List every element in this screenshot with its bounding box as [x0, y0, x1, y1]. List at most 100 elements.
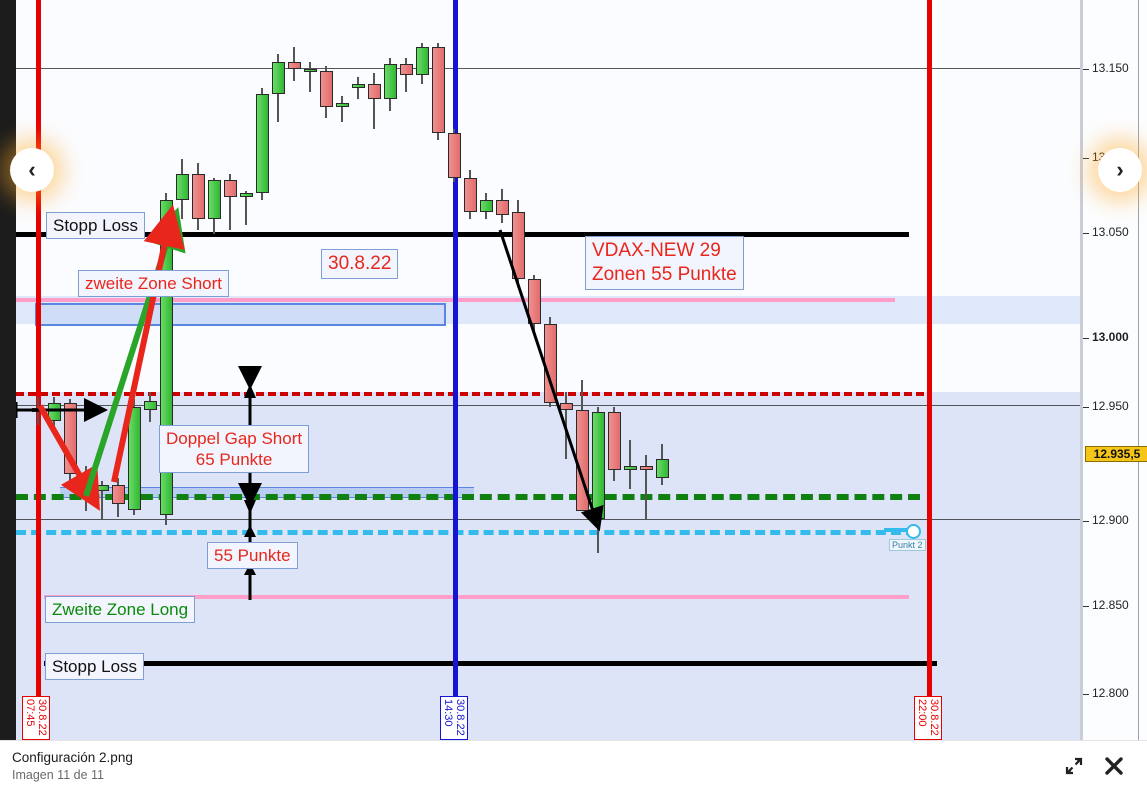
candle — [143, 391, 157, 422]
prev-image-button[interactable]: ‹ — [10, 148, 54, 192]
candle — [335, 95, 349, 122]
candle — [79, 466, 93, 512]
image-counter: Imagen 11 de 11 — [12, 768, 104, 782]
chart-canvas[interactable]: Punkt 2 Stopp Loss zweite Zone Short 30.… — [16, 0, 1080, 740]
candle-wick — [229, 174, 231, 231]
candle — [543, 316, 557, 407]
candle-wick — [245, 191, 247, 225]
candle-body — [431, 46, 445, 133]
candle — [175, 159, 189, 220]
candle-body — [271, 61, 285, 94]
candle-wick — [565, 391, 567, 459]
candle-body — [79, 473, 93, 491]
candle-body — [447, 133, 461, 178]
candle-body — [495, 200, 509, 216]
annotation-55-punkte[interactable]: 55 Punkte — [207, 542, 298, 569]
candle-body — [543, 324, 557, 403]
left-rail — [0, 0, 16, 740]
candle — [239, 191, 253, 225]
annotation-doppel-gap-short[interactable]: Doppel Gap Short 65 Punkte — [159, 425, 310, 473]
candle — [367, 73, 381, 130]
time-tag-end: 30.8.22 22:00 — [914, 696, 942, 740]
candle-body — [175, 174, 189, 201]
candle-body — [399, 63, 413, 75]
candle — [95, 481, 109, 519]
punkt2-handle[interactable] — [906, 524, 921, 539]
candle-body — [607, 412, 621, 471]
candle — [463, 170, 477, 220]
candle — [607, 406, 621, 482]
level-gap-red-dashed[interactable] — [16, 392, 924, 396]
candle — [319, 65, 333, 119]
candle — [623, 440, 637, 489]
candle-body — [191, 174, 205, 220]
candle — [287, 46, 301, 81]
next-image-button[interactable]: › — [1098, 148, 1142, 192]
candle — [383, 58, 397, 111]
candle-body — [479, 200, 493, 212]
price-tick-13000-label: 13.000 — [1092, 330, 1129, 344]
vline-session-mid[interactable] — [453, 0, 458, 740]
annotation-vdax-note[interactable]: VDAX-NEW 29 Zonen 55 Punkte — [585, 236, 744, 290]
level-stopp-loss-upper[interactable] — [16, 232, 909, 237]
candle-body — [255, 93, 269, 193]
candle-body — [303, 69, 317, 73]
gridline-13150 — [16, 68, 1080, 69]
candle-wick — [101, 481, 103, 519]
annotation-stopp-loss-bottom[interactable]: Stopp Loss — [45, 653, 145, 680]
annotation-date-text: 30.8.22 — [328, 253, 392, 274]
candle — [303, 61, 317, 92]
candle — [639, 455, 653, 519]
price-tick-12950-label: 12.950 — [1092, 399, 1129, 413]
level-stopp-loss-lower[interactable] — [44, 661, 937, 666]
candle — [415, 43, 429, 85]
level-punkt2-cyan-dashed[interactable] — [16, 530, 916, 535]
candle — [575, 380, 589, 512]
candle-body — [463, 177, 477, 212]
candle — [351, 76, 365, 100]
level-zone-green-dashed[interactable] — [16, 494, 920, 500]
candle-wick — [645, 455, 647, 519]
candle-body — [111, 485, 125, 504]
price-tick-13050-label: 13.050 — [1092, 225, 1129, 239]
candle — [527, 275, 541, 332]
last-price-badge: 12.935,5 — [1085, 446, 1147, 462]
zone-box-short[interactable] — [35, 303, 446, 326]
level-zone-pink-lower[interactable] — [44, 595, 909, 599]
candle — [223, 174, 237, 231]
candle — [63, 399, 77, 484]
annotation-stopp-loss-top[interactable]: Stopp Loss — [46, 212, 146, 239]
close-icon — [1105, 757, 1123, 775]
candle — [159, 192, 173, 525]
price-tick-12800-label: 12.800 — [1092, 686, 1129, 700]
candle — [655, 444, 669, 486]
candle-wick — [341, 95, 343, 122]
candle — [271, 54, 285, 122]
expand-button[interactable] — [1060, 752, 1088, 780]
price-tick-12900-label: 12.900 — [1092, 513, 1129, 527]
candle-body — [415, 46, 429, 75]
candle — [559, 391, 573, 459]
candle-body — [367, 84, 381, 100]
candle — [431, 43, 445, 141]
candle — [399, 58, 413, 92]
vline-session-start[interactable] — [36, 0, 41, 740]
candle — [47, 397, 61, 433]
close-button[interactable] — [1100, 752, 1128, 780]
chevron-right-icon: › — [1116, 157, 1124, 182]
candle-body — [31, 408, 45, 413]
annotation-zweite-zone-long[interactable]: Zweite Zone Long — [45, 596, 196, 623]
candle — [207, 177, 221, 235]
time-tag-mid: 30.8.22 14:30 — [440, 696, 468, 740]
candle-body — [95, 485, 109, 491]
candle — [495, 189, 509, 223]
price-axis[interactable]: 13.150 13.100 13.050 13.000 12.950 12.93… — [1080, 0, 1147, 740]
file-name: Configuración 2.png — [12, 750, 133, 765]
vline-session-end[interactable] — [927, 0, 932, 740]
candle-body — [511, 211, 525, 280]
candle-wick — [309, 61, 311, 92]
annotation-zweite-zone-short[interactable]: zweite Zone Short — [78, 270, 230, 297]
annotation-date[interactable]: 30.8.22 — [321, 249, 399, 279]
candle-body — [351, 84, 365, 89]
candle-body — [143, 400, 157, 411]
